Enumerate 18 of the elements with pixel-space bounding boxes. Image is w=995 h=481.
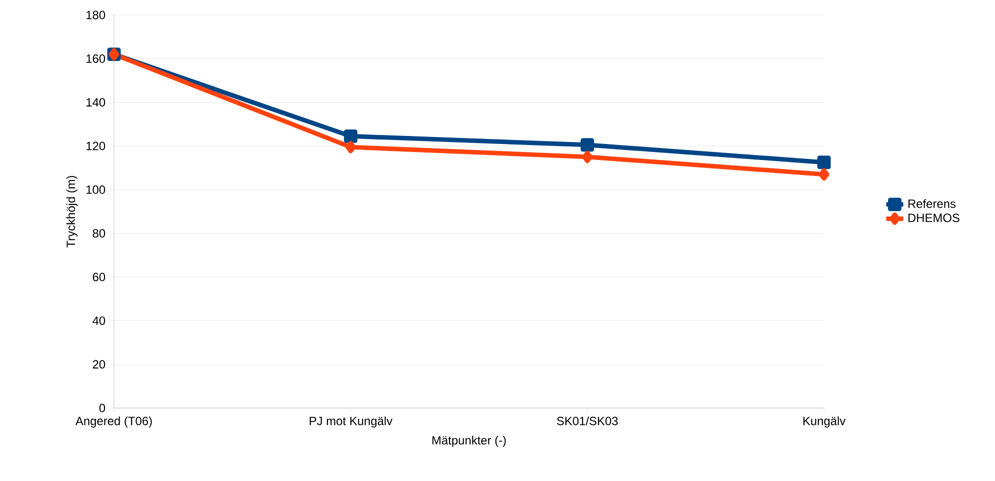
x-tick-label: SK01/SK03 — [556, 416, 618, 426]
legend-label: Referens — [908, 199, 956, 208]
x-tick-label: Angered (T06) — [75, 416, 152, 428]
legend-label: DHEMOS — [908, 214, 960, 222]
y-tick-label: 80 — [92, 229, 106, 238]
y-tick-label: 40 — [92, 316, 106, 325]
y-tick-label: 140 — [86, 98, 106, 107]
y-tick-label: 180 — [86, 10, 106, 20]
y-tick-label: 100 — [86, 185, 106, 194]
y-tick-label: 0 — [99, 404, 106, 412]
y-tick-label: 60 — [92, 272, 106, 282]
y-tick-label: 160 — [86, 54, 106, 63]
y-tick-label: 120 — [86, 142, 106, 150]
x-axis-title: Mätpunkter (-) — [432, 436, 506, 447]
x-tick-label: Kungälv — [803, 416, 846, 428]
y-axis-title: Tryckhöjd (m) — [66, 176, 78, 248]
x-tick-label: PJ mot Kungälv — [310, 416, 392, 428]
y-tick-label: 20 — [92, 360, 106, 369]
